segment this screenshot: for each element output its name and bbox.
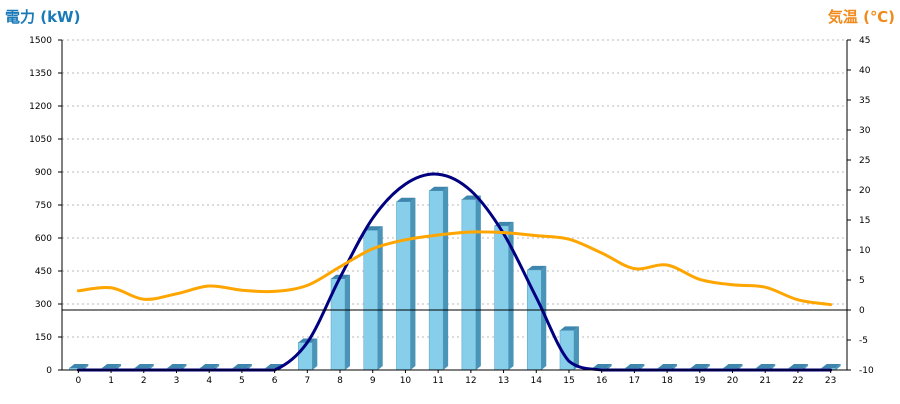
x-tick-label: 17 <box>629 376 640 386</box>
bar-side <box>410 197 416 370</box>
bar-top <box>102 364 122 368</box>
y-left-tick-label: 600 <box>35 234 52 244</box>
bar-front <box>461 199 477 371</box>
x-tick-label: 8 <box>337 376 343 386</box>
x-tick-label: 0 <box>75 376 81 386</box>
y-left-tick-label: 1350 <box>29 69 52 79</box>
bar-top <box>788 364 808 368</box>
y-right-tick-label: 40 <box>859 66 871 76</box>
bar-top <box>200 364 220 368</box>
y-left-tick-label: 1200 <box>29 102 52 112</box>
bar <box>559 326 579 371</box>
bar-top <box>232 364 252 368</box>
bar-top <box>821 364 841 368</box>
y-right-tick-label: 30 <box>859 126 871 136</box>
bars-layer <box>69 186 841 371</box>
x-tick-label: 1 <box>108 376 114 386</box>
bar-side <box>312 338 318 370</box>
y-axis-left-label: 電力 (kW) <box>5 8 80 26</box>
y-left-tick-label: 300 <box>35 300 52 310</box>
bar <box>428 186 449 371</box>
x-tick-label: 7 <box>304 376 310 386</box>
y-right-tick-label: 20 <box>859 186 871 196</box>
bar-side <box>345 274 351 370</box>
bar-side <box>475 195 481 370</box>
x-tick-label: 18 <box>661 376 673 386</box>
x-tick-label: 5 <box>239 376 245 386</box>
x-tick-label: 13 <box>498 376 509 386</box>
bar-top <box>429 186 449 191</box>
bar-side <box>508 221 514 370</box>
y-left-tick-label: 0 <box>46 366 52 376</box>
bar-front <box>428 190 444 371</box>
x-tick-label: 4 <box>206 376 212 386</box>
x-tick-label: 20 <box>727 376 739 386</box>
bar-top <box>658 364 678 368</box>
bar-side <box>443 186 449 370</box>
bar <box>494 221 514 371</box>
bar-top <box>69 364 89 368</box>
x-tick-label: 6 <box>272 376 278 386</box>
y-right-tick-label: 0 <box>859 306 865 316</box>
x-tick-label: 2 <box>141 376 147 386</box>
x-tick-label: 9 <box>370 376 376 386</box>
bar-top <box>134 364 154 368</box>
bar <box>396 197 416 371</box>
temperature-line <box>76 230 833 307</box>
bar-front <box>494 225 509 371</box>
y-right-tick-label: 5 <box>859 276 865 286</box>
bar <box>461 195 481 371</box>
power-curve-line <box>76 172 833 372</box>
bar-top <box>723 364 743 368</box>
y-left-tick-label: 450 <box>35 267 52 277</box>
bar-top <box>756 364 776 368</box>
y-left-tick-label: 750 <box>35 201 52 211</box>
bar-side <box>377 226 383 370</box>
bar-top <box>625 364 645 368</box>
y-right-tick-label: -10 <box>859 366 874 376</box>
y-right-tick-label: 35 <box>859 96 870 106</box>
bar-front <box>396 201 411 371</box>
bar-side <box>573 326 579 370</box>
bar <box>527 265 547 371</box>
bar-top <box>167 364 187 368</box>
x-tick-label: 11 <box>432 376 443 386</box>
y-right-tick-label: -5 <box>859 336 868 346</box>
bar-top <box>559 326 579 331</box>
x-tick-label: 10 <box>400 376 412 386</box>
bar-side <box>541 265 547 370</box>
x-tick-label: 21 <box>760 376 771 386</box>
x-tick-label: 15 <box>563 376 574 386</box>
grid-layer <box>62 39 847 338</box>
y-left-tick-label: 900 <box>35 168 52 178</box>
x-tick-label: 16 <box>596 376 608 386</box>
bar-top <box>527 265 547 270</box>
bar <box>363 226 383 371</box>
axes-layer <box>58 39 851 373</box>
bar <box>69 364 89 371</box>
bar-top <box>592 364 612 368</box>
x-tick-label: 3 <box>174 376 180 386</box>
x-tick-label: 22 <box>792 376 803 386</box>
bar-top <box>396 197 416 202</box>
bar-top <box>690 364 710 368</box>
y-left-tick-label: 1050 <box>29 135 52 145</box>
x-tick-label: 12 <box>465 376 476 386</box>
x-tick-label: 14 <box>531 376 543 386</box>
x-tick-label: 23 <box>825 376 836 386</box>
y-right-tick-label: 15 <box>859 216 870 226</box>
ticks-layer: 01503004506007509001050120013501500-10-5… <box>29 36 874 386</box>
y-left-tick-label: 150 <box>35 333 52 343</box>
y-left-tick-label: 1500 <box>29 36 52 46</box>
y-axis-right-label: 気温 (℃) <box>828 8 895 26</box>
bar-side <box>835 364 841 370</box>
lines-layer <box>76 172 833 372</box>
y-right-tick-label: 25 <box>859 156 870 166</box>
y-right-tick-label: 10 <box>859 246 871 256</box>
y-right-tick-label: 45 <box>859 36 870 46</box>
bar <box>298 338 318 371</box>
x-tick-label: 19 <box>694 376 706 386</box>
